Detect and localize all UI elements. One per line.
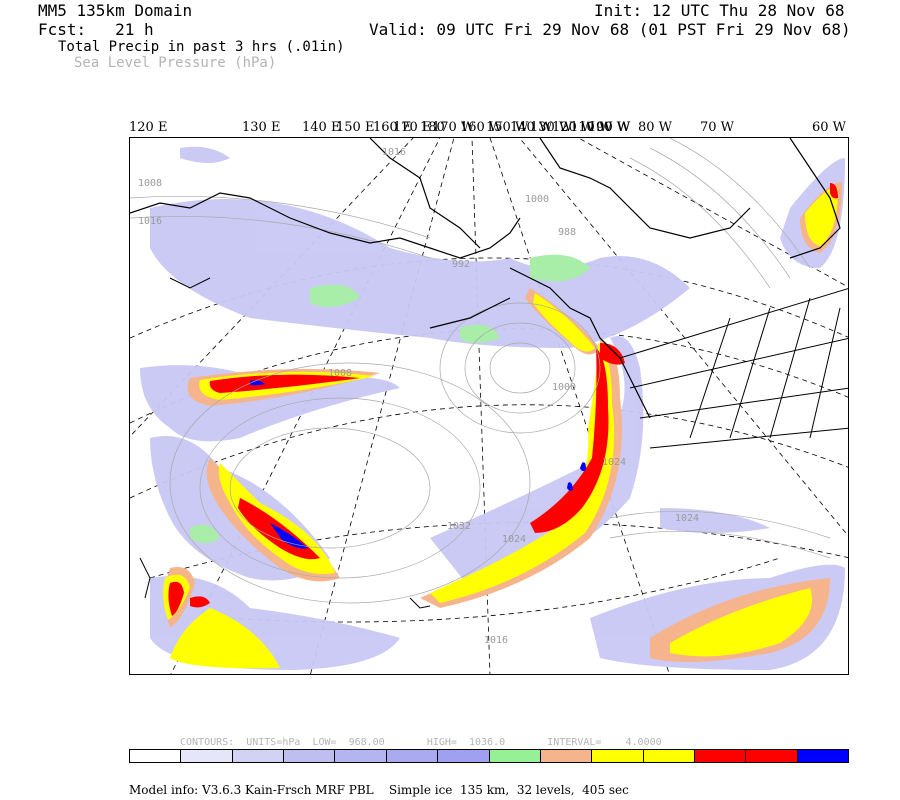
- pressure-label: 988: [558, 227, 576, 238]
- pressure-label: 1000: [552, 382, 576, 393]
- lon-label: 100 W: [588, 120, 631, 135]
- lon-label: 150 W: [486, 120, 529, 135]
- pressure-label: 1024: [602, 457, 626, 468]
- lon-label: 80 W: [638, 120, 673, 135]
- legend-color-cell: [284, 750, 336, 762]
- legend-color-cell: [438, 750, 490, 762]
- lon-label: 140 W: [510, 120, 553, 135]
- pressure-label: 992: [452, 259, 470, 270]
- lon-label: 70 W: [700, 120, 735, 135]
- lon-label: 130 E: [242, 120, 281, 135]
- weather-map[interactable]: 1016 1008 1016 992 1000 988 1008 1000 10…: [129, 137, 849, 675]
- pressure-label: 1016: [484, 635, 508, 646]
- legend-color-cell: [232, 750, 285, 762]
- legend-color-cell: [694, 750, 747, 762]
- forecast-hour: Fcst: 21 h: [38, 20, 154, 39]
- lon-label: 150 E: [336, 120, 375, 135]
- field-slp-label: Sea Level Pressure (hPa): [74, 55, 277, 71]
- lon-label: 160 W: [460, 120, 503, 135]
- pressure-label: 1008: [138, 178, 162, 189]
- pressure-label: 1008: [328, 368, 352, 379]
- init-time: Init: 12 UTC Thu 28 Nov 68: [594, 1, 845, 20]
- lon-label: 90 W: [596, 120, 631, 135]
- lon-label: 140 E: [302, 120, 341, 135]
- contour-info: CONTOURS: UNITS=hPa LOW= 968.00 HIGH= 10…: [180, 737, 662, 748]
- legend-color-cell: [746, 750, 798, 762]
- precip-blue: [250, 380, 586, 549]
- legend-color-cell: [386, 750, 439, 762]
- isobars: [130, 138, 831, 604]
- lon-label: 130 W: [530, 120, 573, 135]
- legend-color-cell: [797, 750, 849, 762]
- pressure-label: 1024: [502, 534, 526, 545]
- domain-title: MM5 135km Domain: [38, 1, 193, 20]
- lon-label: 160 E: [373, 120, 412, 135]
- islands: [139, 277, 431, 609]
- lon-label: 180: [420, 120, 445, 135]
- pressure-label: 1016: [138, 216, 162, 227]
- pressure-label: 1016: [382, 147, 406, 158]
- pressure-label: 1024: [675, 513, 699, 524]
- lon-label: 170 W: [432, 120, 475, 135]
- legend-color-cell: [592, 750, 644, 762]
- model-info: Model info: V3.6.3 Kain-Frsch MRF PBL Si…: [129, 783, 629, 797]
- us-states: [619, 288, 848, 449]
- lon-label: 170 E: [393, 120, 432, 135]
- pressure-labels: 1016 1008 1016 992 1000 988 1008 1000 10…: [138, 147, 699, 646]
- pressure-label: 1032: [447, 521, 471, 532]
- color-legend: [129, 749, 849, 763]
- valid-time: Valid: 09 UTC Fri 29 Nov 68 (01 PST Fri …: [369, 20, 851, 39]
- lon-label: 120 W: [552, 120, 595, 135]
- coastlines: [130, 138, 841, 419]
- lon-label: 60 W: [812, 120, 847, 135]
- legend-color-cell: [130, 750, 182, 762]
- field-precip-label: Total Precip in past 3 hrs (.01in): [58, 39, 345, 55]
- legend-color-cell: [335, 750, 387, 762]
- legend-color-cell: [489, 750, 541, 762]
- pressure-label: 1000: [525, 194, 549, 205]
- lon-label: 120 E: [129, 120, 168, 135]
- legend-color-cell: [540, 750, 593, 762]
- legend-color-cell: [181, 750, 233, 762]
- legend-color-cell: [643, 750, 695, 762]
- lon-label: 110 W: [570, 120, 613, 135]
